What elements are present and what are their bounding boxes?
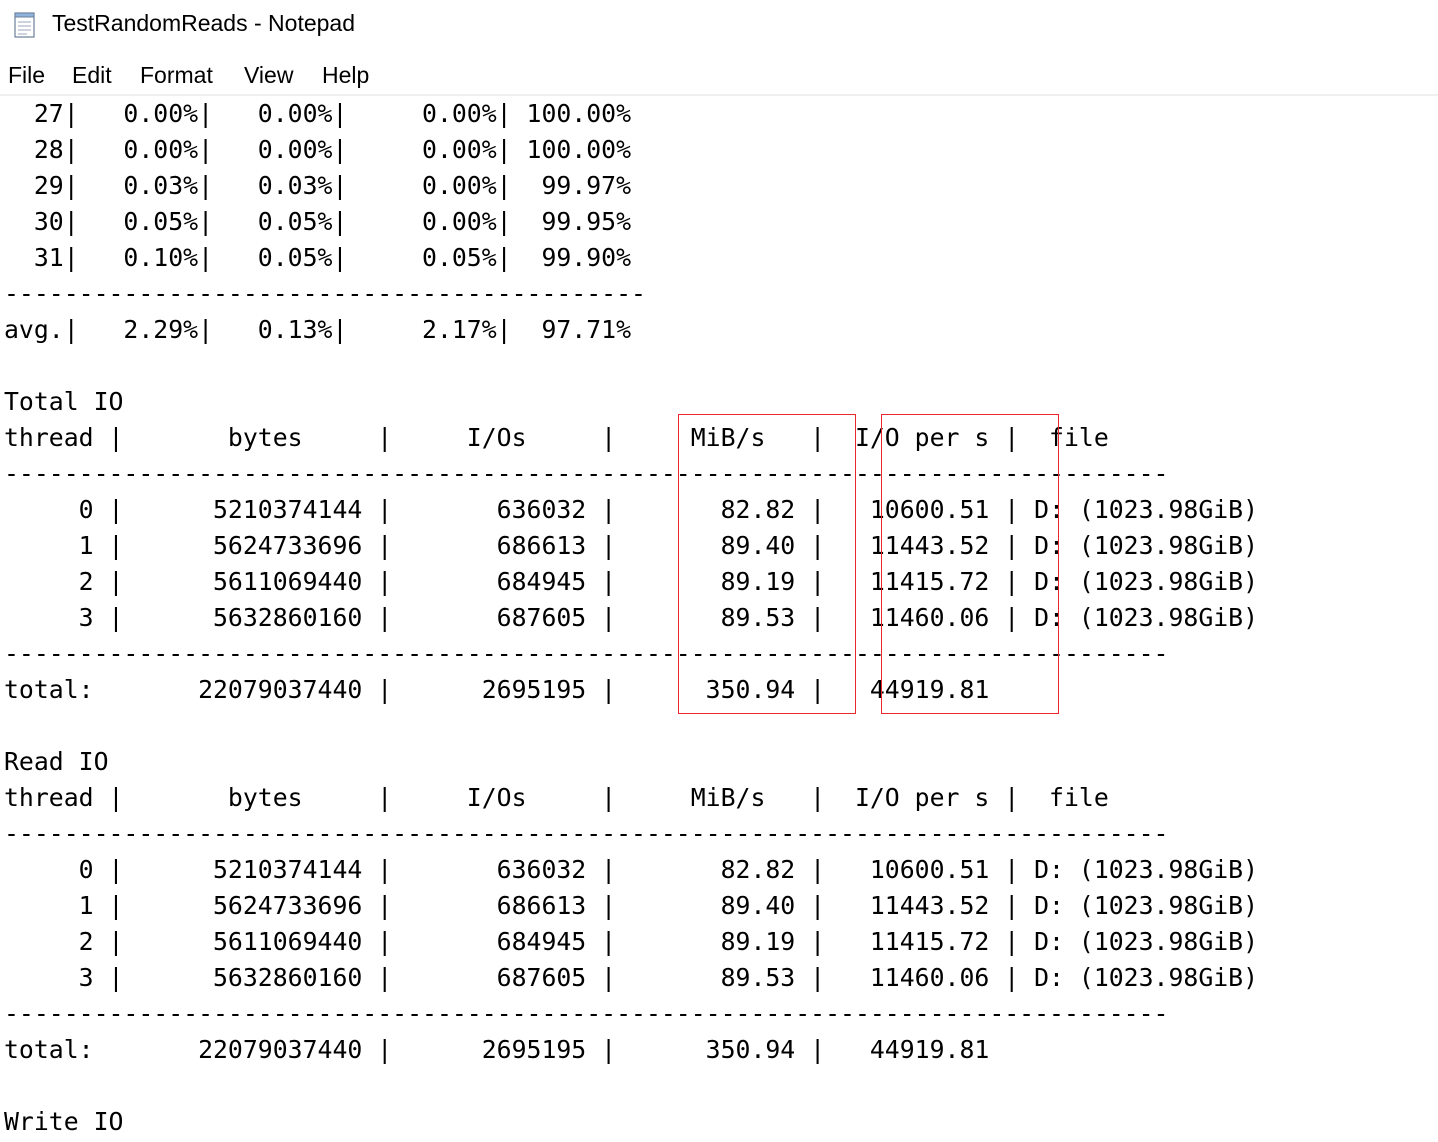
- text-line: 2 | 5611069440 | 684945 | 89.19 | 11415.…: [4, 927, 1259, 956]
- text-line: 29| 0.03%| 0.03%| 0.00%| 99.97%: [4, 171, 632, 200]
- window-title: TestRandomReads - Notepad: [52, 10, 355, 36]
- text-line: thread | bytes | I/Os | MiB/s | I/O per …: [4, 783, 1109, 812]
- menu-view[interactable]: View: [244, 62, 294, 88]
- menu-help[interactable]: Help: [322, 62, 370, 88]
- text-line: 1 | 5624733696 | 686613 | 89.40 | 11443.…: [4, 531, 1259, 560]
- menu-file[interactable]: File: [8, 62, 46, 88]
- notepad-icon[interactable]: [12, 9, 38, 39]
- text-line: 3 | 5632860160 | 687605 | 89.53 | 11460.…: [4, 963, 1259, 992]
- text-line: total: 22079037440 | 2695195 | 350.94 | …: [4, 675, 990, 704]
- text-line: 1 | 5624733696 | 686613 | 89.40 | 11443.…: [4, 891, 1259, 920]
- text-line: 30| 0.05%| 0.05%| 0.00%| 99.95%: [4, 207, 632, 236]
- text-line: 0 | 5210374144 | 636032 | 82.82 | 10600.…: [4, 495, 1259, 524]
- text-line: 31| 0.10%| 0.05%| 0.05%| 99.90%: [4, 243, 632, 272]
- menu-edit[interactable]: Edit: [72, 62, 112, 88]
- text-editor[interactable]: 27| 0.00%| 0.00%| 0.00%| 100.00% 28| 0.0…: [0, 96, 1438, 1142]
- text-line: ----------------------------------------…: [4, 279, 646, 308]
- menu-format[interactable]: Format: [140, 62, 213, 88]
- menu-bar: File Edit Format View Help: [0, 56, 1438, 96]
- text-line: Write IO: [4, 1107, 124, 1136]
- text-line: avg.| 2.29%| 0.13%| 2.17%| 97.71%: [4, 315, 632, 344]
- text-line: 2 | 5611069440 | 684945 | 89.19 | 11415.…: [4, 567, 1259, 596]
- text-line: Total IO: [4, 387, 124, 416]
- text-line: 3 | 5632860160 | 687605 | 89.53 | 11460.…: [4, 603, 1259, 632]
- text-line: 27| 0.00%| 0.00%| 0.00%| 100.00%: [4, 99, 632, 128]
- text-line: 0 | 5210374144 | 636032 | 82.82 | 10600.…: [4, 855, 1259, 884]
- title-bar: TestRandomReads - Notepad: [0, 0, 1438, 52]
- text-line: Read IO: [4, 747, 109, 776]
- text-line: thread | bytes | I/Os | MiB/s | I/O per …: [4, 423, 1109, 452]
- text-line: 28| 0.00%| 0.00%| 0.00%| 100.00%: [4, 135, 632, 164]
- text-line: ----------------------------------------…: [4, 639, 1169, 668]
- text-line: total: 22079037440 | 2695195 | 350.94 | …: [4, 1035, 990, 1064]
- text-line: ----------------------------------------…: [4, 999, 1169, 1028]
- text-line: ----------------------------------------…: [4, 459, 1169, 488]
- text-line: ----------------------------------------…: [4, 819, 1169, 848]
